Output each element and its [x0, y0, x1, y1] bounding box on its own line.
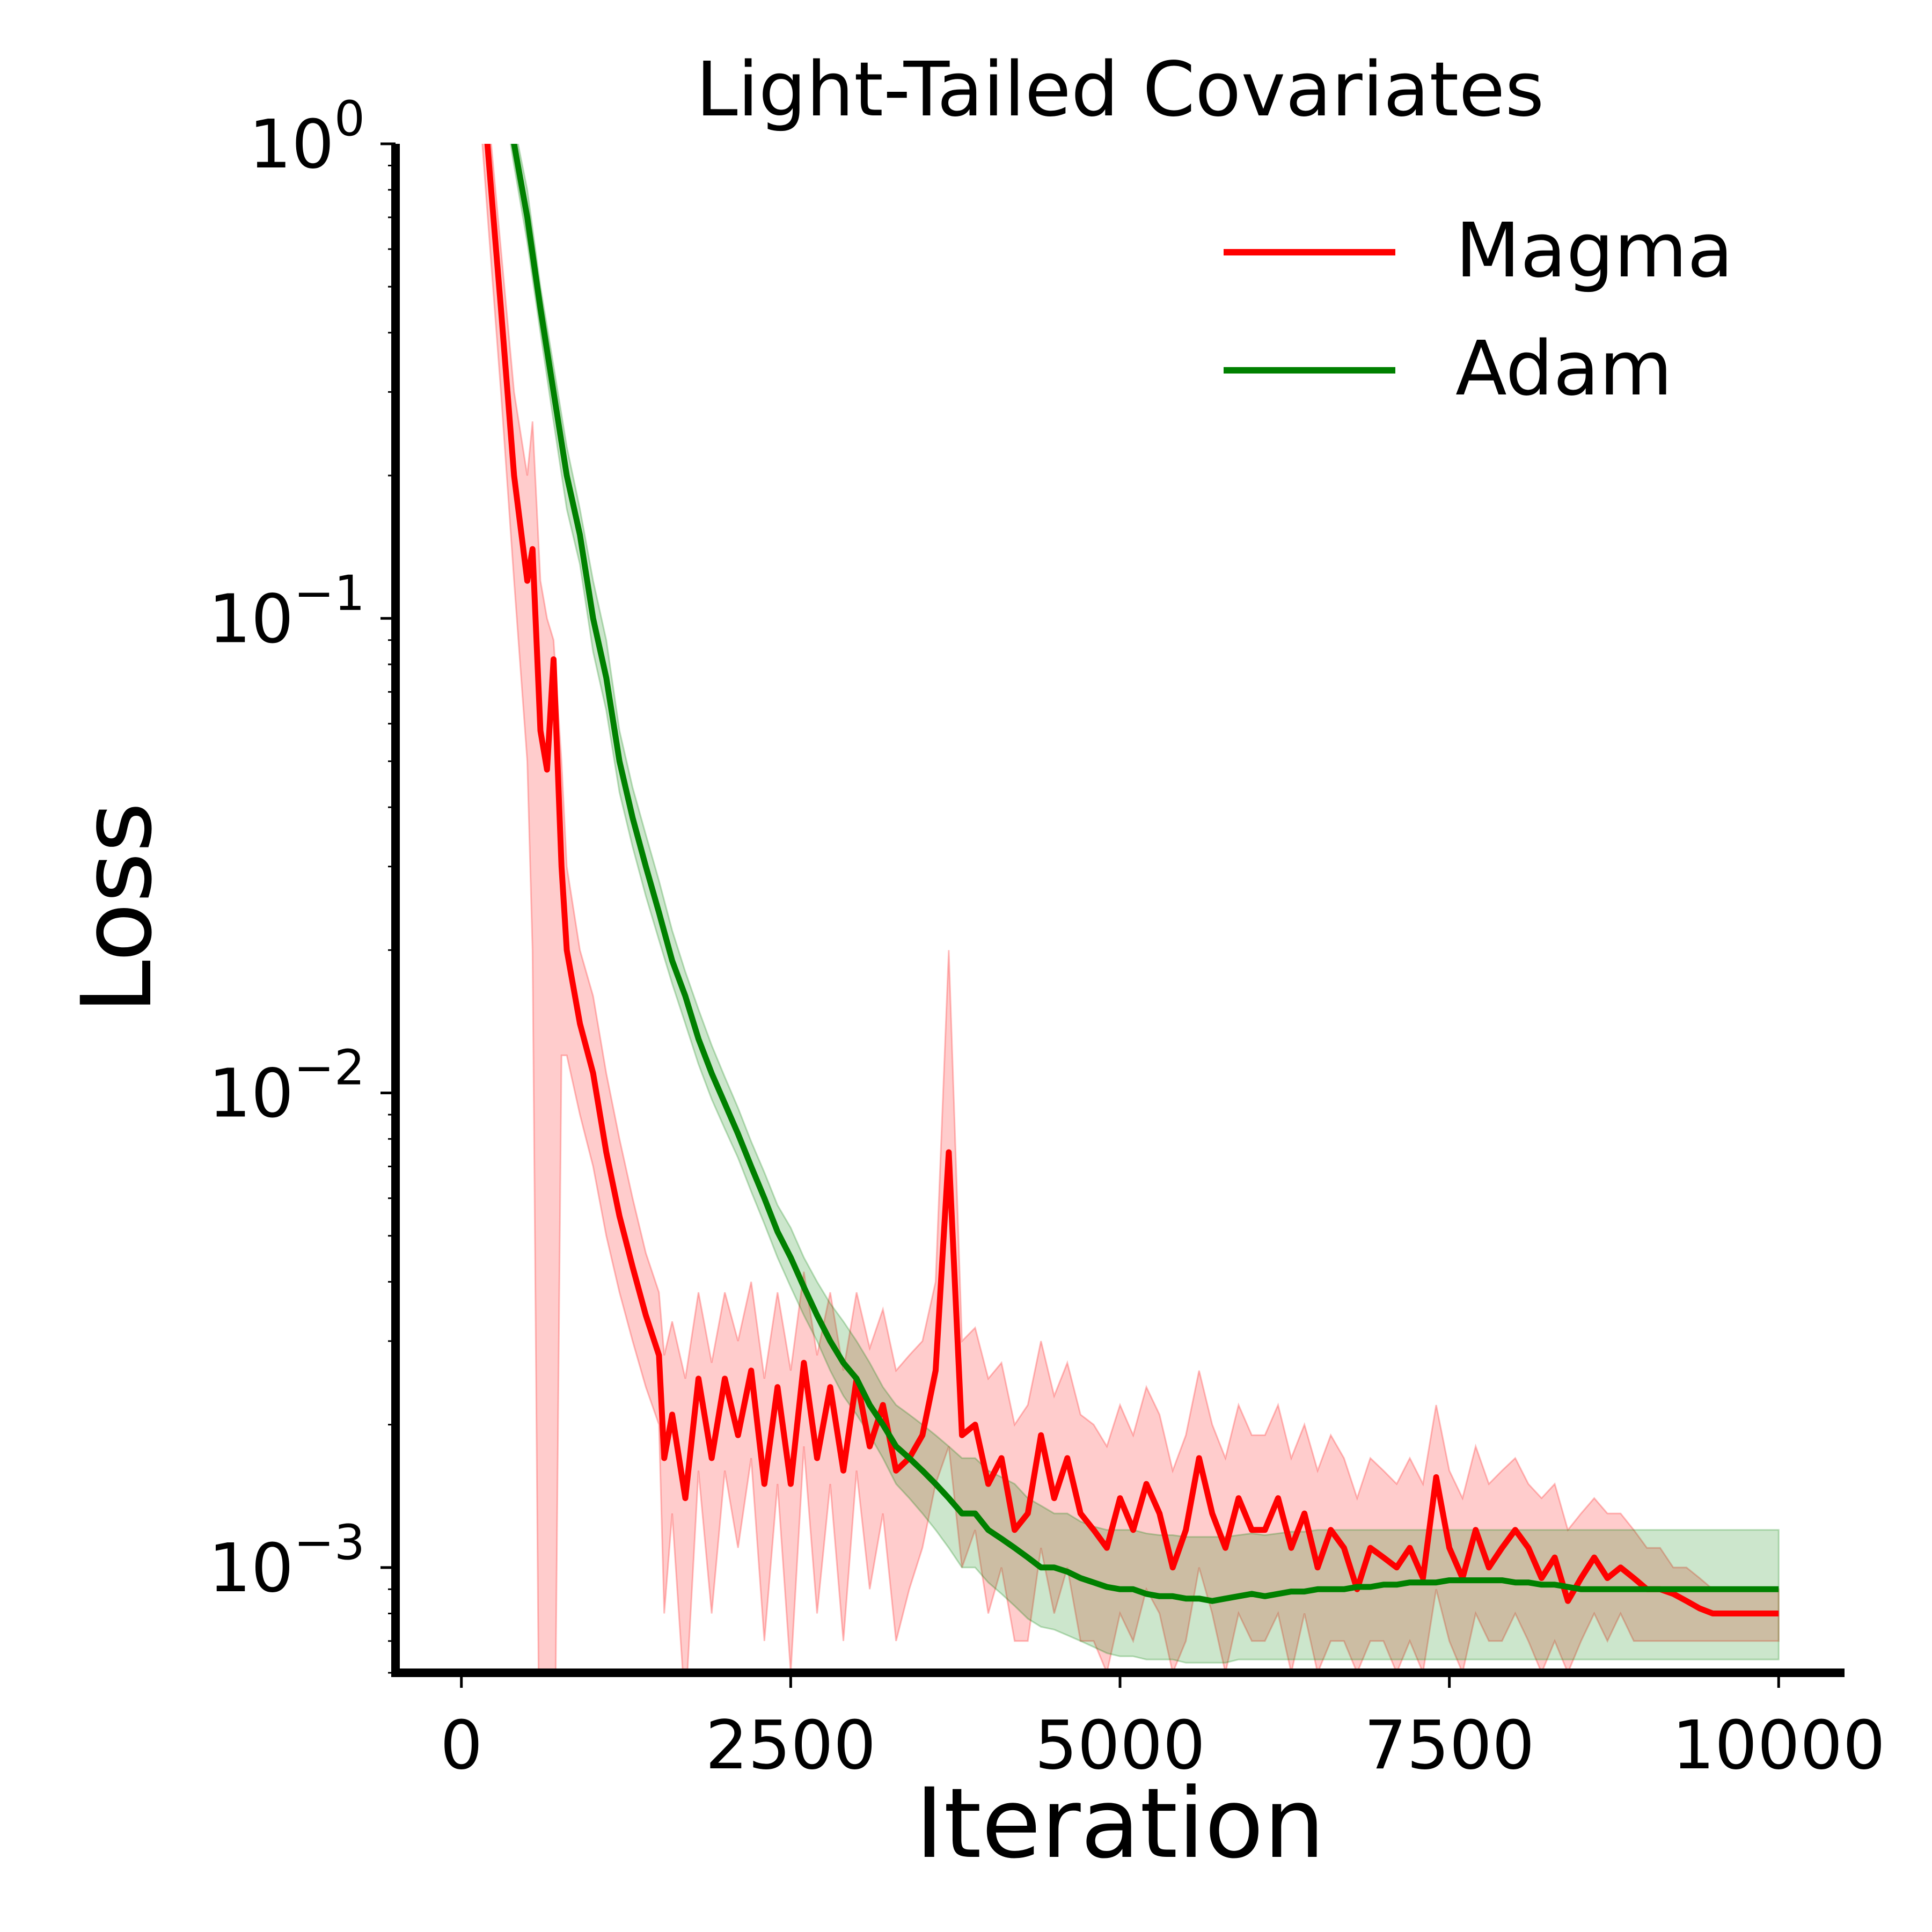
y-tick-label: 100 [249, 91, 365, 184]
y-tick-label: 10−1 [208, 565, 365, 658]
x-tick-label: 7500 [1364, 1707, 1535, 1784]
axes [391, 144, 1845, 1677]
magma-series-line [484, 144, 1779, 1616]
legend-adam-label: Adam [1455, 325, 1672, 413]
x-tick-label: 0 [440, 1707, 483, 1784]
adam-series-line [511, 144, 1779, 1604]
adam-confidence-band [509, 144, 1780, 1664]
legend-magma-label: Magma [1455, 207, 1733, 295]
series-lines [484, 144, 1779, 1616]
chart-title: Light-Tailed Covariates [696, 46, 1545, 134]
y-ticks: 100 10−1 10−2 10−3 [208, 91, 396, 1674]
x-tick-label: 2500 [705, 1707, 876, 1784]
y-axis-label: Loss [61, 802, 173, 1014]
y-tick-label: 10−2 [208, 1040, 365, 1133]
legend: Magma Adam [1224, 207, 1733, 413]
x-axis-label: Iteration [915, 1768, 1325, 1880]
x-ticks: 0 2500 5000 7500 10000 [440, 1673, 1885, 1784]
x-tick-label: 10000 [1672, 1707, 1885, 1784]
x-tick-label: 5000 [1035, 1707, 1205, 1784]
y-tick-label: 10−3 [208, 1514, 365, 1607]
